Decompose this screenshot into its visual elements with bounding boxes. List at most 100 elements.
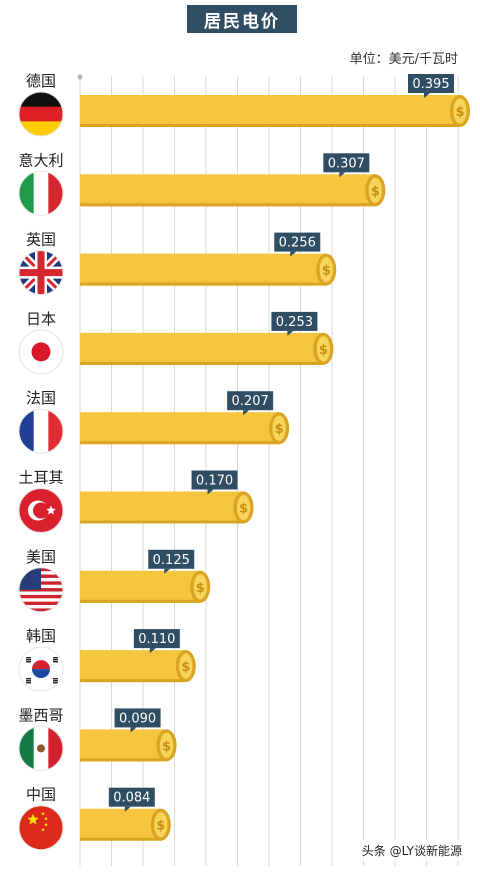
coin-dollar-symbol: $ xyxy=(455,105,464,120)
flag-stripe xyxy=(19,106,63,122)
chart-row: 意大利 $0.307 xyxy=(18,151,386,216)
flag-stripe xyxy=(19,605,63,609)
value-pointer xyxy=(130,727,137,733)
flag-field xyxy=(19,805,63,850)
flag-stripe xyxy=(33,171,49,216)
value-pointer xyxy=(423,93,430,98)
bar-shadow xyxy=(80,361,324,365)
value-box xyxy=(133,629,180,649)
flag-trigram xyxy=(53,659,58,661)
country-label: 中国 xyxy=(26,786,56,804)
value-box xyxy=(114,708,161,728)
chart-row: 德国 $0.395 xyxy=(18,72,470,137)
flag-trigram xyxy=(53,678,58,680)
flag-outline xyxy=(18,91,64,137)
germany-flag-icon xyxy=(18,91,64,137)
value-pointer xyxy=(207,489,214,495)
flag-stripe xyxy=(19,594,63,599)
value-box xyxy=(191,470,238,490)
country-label: 意大利 xyxy=(18,151,63,169)
value-label: 0.207 xyxy=(232,394,269,409)
coin-dollar-symbol: $ xyxy=(181,660,190,675)
country-label: 英国 xyxy=(26,231,56,249)
flag-trigram xyxy=(53,661,58,663)
flag-star xyxy=(46,505,56,515)
chart-title: 居民电价 xyxy=(187,5,297,33)
value-callout: 0.125 xyxy=(148,549,195,574)
flag-emblem xyxy=(37,744,45,753)
coin-dollar-symbol: $ xyxy=(196,581,205,596)
flag-trigram xyxy=(26,680,31,682)
value-callout: 0.253 xyxy=(271,311,318,336)
flag-stripe xyxy=(19,591,63,596)
country-label: 土耳其 xyxy=(18,469,63,487)
value-label: 0.125 xyxy=(153,553,190,568)
value-pointer xyxy=(290,251,297,257)
flag-outline xyxy=(18,567,64,613)
coin-face xyxy=(452,97,468,125)
coin-face xyxy=(178,652,194,680)
value-callout: 0.307 xyxy=(323,153,370,178)
flag-cross xyxy=(37,250,45,295)
flag-taeguk-blue xyxy=(32,669,50,679)
korea-flag-icon xyxy=(18,646,64,692)
chart-row: 墨西哥 $0.090 xyxy=(18,706,177,771)
value-box xyxy=(148,549,195,569)
flag-trigram xyxy=(26,657,31,659)
flag-outline xyxy=(18,329,64,375)
flag-stripe xyxy=(48,726,63,771)
bar-shadow xyxy=(80,520,244,524)
axis-origin-dot xyxy=(77,74,83,80)
coin-dollar-symbol: $ xyxy=(319,343,328,358)
bar-shadow xyxy=(80,599,201,603)
value-pointer xyxy=(287,330,294,336)
flag-star xyxy=(27,813,39,825)
bar-shadow xyxy=(80,837,161,841)
uk-flag-icon xyxy=(18,250,64,296)
coin-icon: $ xyxy=(449,95,470,127)
value-box xyxy=(108,787,155,807)
flag-outline xyxy=(18,250,64,296)
coin-icon: $ xyxy=(150,808,171,841)
value-callout: 0.256 xyxy=(274,232,321,257)
coin-dollar-symbol: $ xyxy=(322,264,331,279)
coin-face xyxy=(315,335,331,363)
flag-trigram xyxy=(26,659,31,661)
value-label: 0.110 xyxy=(138,632,175,647)
flag-star xyxy=(41,811,45,816)
flag-stripe xyxy=(19,121,63,136)
flag-trigram xyxy=(53,657,58,659)
japan-flag-icon xyxy=(18,329,64,375)
coin-dollar-symbol: $ xyxy=(239,502,248,517)
flag-stripe xyxy=(19,409,35,454)
coin-icon: $ xyxy=(190,570,211,603)
bar xyxy=(80,412,280,445)
coin-face xyxy=(367,176,383,204)
country-label: 韩国 xyxy=(26,627,56,645)
france-flag-icon xyxy=(18,408,64,454)
bar xyxy=(80,491,244,524)
flag-outline xyxy=(18,408,64,454)
bar xyxy=(80,174,376,207)
coin-face xyxy=(318,256,334,284)
flag-stripe xyxy=(19,726,35,771)
coin-icon: $ xyxy=(156,729,177,762)
coin-icon: $ xyxy=(313,332,334,365)
flag-stripe xyxy=(19,588,63,592)
flag-stripe xyxy=(19,608,63,612)
value-pointer xyxy=(124,806,131,812)
coin-dollar-symbol: $ xyxy=(156,819,165,834)
flag-star xyxy=(44,822,48,827)
bar xyxy=(80,808,161,841)
coin-icon: $ xyxy=(233,491,254,524)
value-box xyxy=(227,391,274,411)
country-label: 墨西哥 xyxy=(18,706,63,724)
value-label: 0.170 xyxy=(196,474,233,489)
flag-trigram xyxy=(53,682,58,684)
value-callout: 0.170 xyxy=(191,470,238,495)
coin-face xyxy=(271,414,287,442)
flag-outline xyxy=(18,805,64,851)
flag-stripe xyxy=(19,598,63,603)
flag-stripe xyxy=(19,601,63,606)
